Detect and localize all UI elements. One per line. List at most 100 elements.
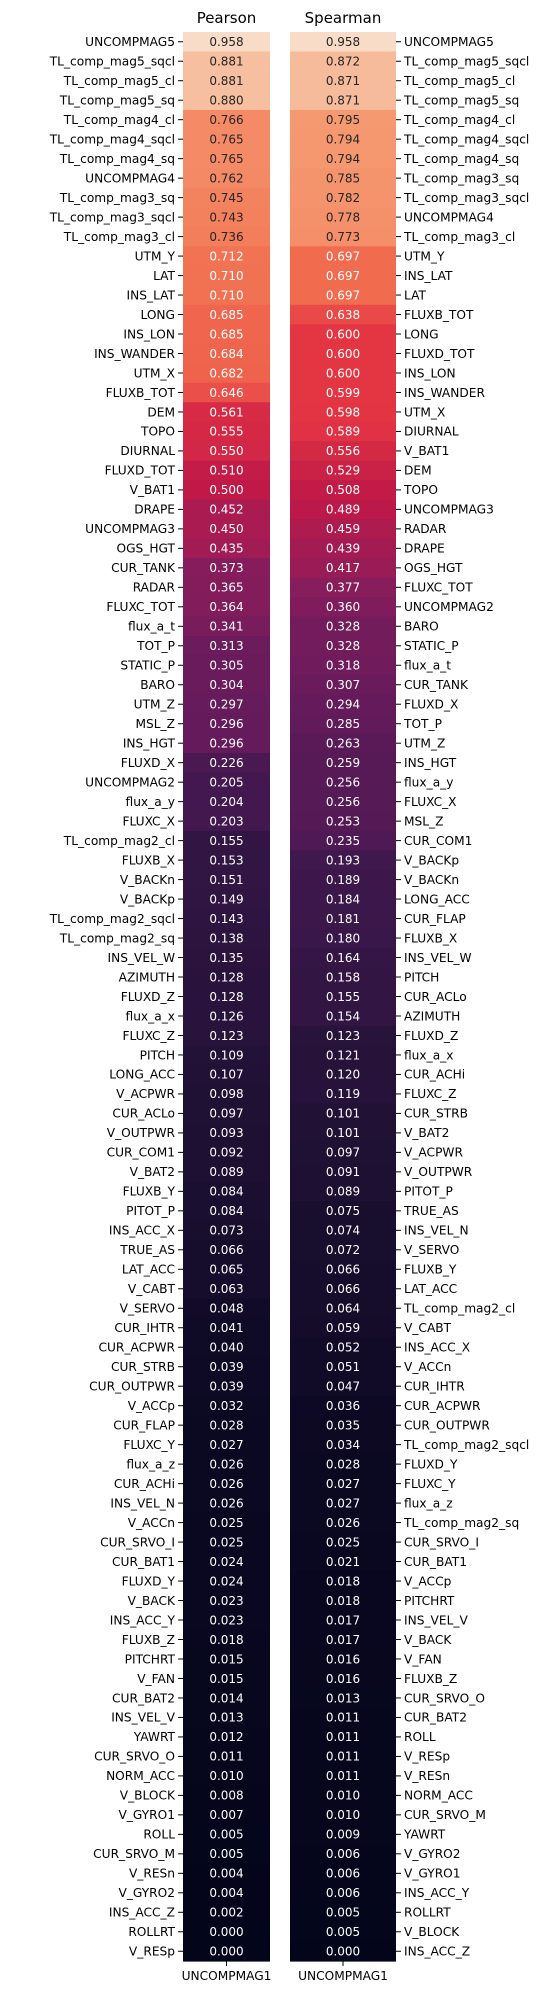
pearson-cell-value: 0.296 (209, 736, 243, 750)
spearman-y-tick-label: TL_comp_mag4_sqcl (403, 132, 529, 146)
spearman-cell (290, 1201, 396, 1222)
pearson-cell-value: 0.028 (209, 1418, 243, 1432)
pearson-cell-value: 0.881 (209, 55, 243, 69)
spearman-y-tick-label: BARO (404, 620, 439, 634)
pearson-cell-value: 0.041 (209, 1321, 243, 1335)
pearson-y-tick-label: LAT_ACC (122, 1263, 175, 1277)
spearman-cell-value: 0.263 (326, 736, 360, 750)
pearson-cell (183, 1668, 270, 1689)
pearson-y-tick-label: V_ACCn (128, 1516, 175, 1530)
pearson-cell-value: 0.736 (209, 230, 243, 244)
spearman-cell (290, 1551, 396, 1572)
pearson-y-tick-label: CUR_OUTPWR (89, 1379, 175, 1393)
spearman-cell (290, 1590, 396, 1611)
pearson-cell (183, 265, 270, 286)
pearson-y-tick-label: V_BAT2 (130, 1165, 175, 1179)
pearson-cell-value: 0.073 (209, 1224, 243, 1238)
spearman-cell-value: 0.235 (326, 834, 360, 848)
spearman-cell-value: 0.051 (326, 1360, 360, 1374)
pearson-cell (183, 1259, 270, 1280)
pearson-y-tick-label: TL_comp_mag2_cl (63, 834, 175, 848)
spearman-y-tick-label: CUR_BAT1 (404, 1555, 467, 1569)
pearson-y-tick-label: FLUXD_TOT (105, 464, 176, 478)
spearman-y-tick-label: INS_VEL_W (404, 951, 472, 965)
spearman-x-tick-label: UNCOMPMAG1 (298, 1969, 388, 1983)
spearman-cell-value: 0.181 (326, 912, 360, 926)
pearson-cell-value: 0.014 (209, 1691, 243, 1705)
pearson-y-tick-label: DRAPE (134, 503, 175, 517)
pearson-cell-value: 0.065 (209, 1263, 243, 1277)
pearson-y-tick-label: TL_comp_mag3_sq (59, 191, 175, 205)
spearman-cell-value: 0.785 (326, 171, 360, 185)
pearson-y-tick-label: UNCOMPMAG4 (85, 171, 175, 185)
pearson-cell-value: 0.015 (209, 1652, 243, 1666)
spearman-y-tick-label: V_BACK (404, 1633, 452, 1647)
spearman-cell (290, 1084, 396, 1105)
spearman-cell-value: 0.600 (326, 366, 360, 380)
spearman-y-tick-label: FLUXC_TOT (404, 581, 473, 595)
spearman-y-tick-label: FLUXD_TOT (404, 347, 475, 361)
pearson-y-tick-label: FLUXB_Z (122, 1633, 175, 1647)
spearman-cell (290, 889, 396, 910)
pearson-y-tick-label: flux_a_y (126, 795, 175, 809)
spearman-y-tick-label: ROLLRT (404, 1906, 451, 1920)
spearman-cell (290, 1746, 396, 1767)
spearman-cell-value: 0.011 (326, 1750, 360, 1764)
spearman-cell (290, 1298, 396, 1319)
spearman-cell-value: 0.439 (326, 542, 360, 556)
spearman-cell (290, 1162, 396, 1183)
spearman-y-tick-label: FLUXC_Z (404, 1087, 457, 1101)
pearson-cell-value: 0.153 (209, 853, 243, 867)
pearson-y-tick-label: MSL_Z (136, 717, 176, 731)
spearman-y-tick-label: DEM (404, 464, 432, 478)
spearman-cell-value: 0.155 (326, 990, 360, 1004)
pearson-cell-value: 0.682 (209, 366, 243, 380)
pearson-cell-value: 0.710 (209, 288, 243, 302)
spearman-cell (290, 1395, 396, 1417)
pearson-y-tick-label: CUR_ACLo (112, 1107, 175, 1121)
pearson-y-tick-label: INS_VEL_N (110, 1496, 175, 1510)
pearson-y-tick-label: V_OUTPWR (107, 1126, 176, 1140)
spearman-cell-value: 0.097 (326, 1146, 360, 1160)
pearson-cell (183, 1941, 270, 1962)
pearson-cell-value: 0.032 (209, 1399, 243, 1413)
pearson-cell (183, 441, 270, 462)
spearman-cell (290, 772, 396, 793)
spearman-cell-value: 0.589 (326, 425, 360, 439)
pearson-y-tick-label: flux_a_z (126, 1457, 175, 1471)
spearman-cell-value: 0.193 (326, 853, 360, 867)
pearson-y-tick-label: V_CABT (128, 1282, 176, 1296)
spearman-cell (290, 1824, 396, 1845)
spearman-cell-value: 0.052 (326, 1341, 360, 1355)
spearman-y-tick-label: INS_VEL_V (404, 1613, 468, 1627)
pearson-cell (183, 32, 270, 53)
pearson-y-tick-label: LONG_ACC (109, 1068, 175, 1082)
spearman-y-tick-label: MSL_Z (404, 814, 444, 828)
spearman-cell (290, 51, 396, 72)
pearson-cell (183, 129, 270, 150)
pearson-cell (183, 869, 270, 890)
pearson-cell (183, 70, 270, 92)
pearson-cell (183, 636, 270, 657)
spearman-y-tick-label: FLUXD_Z (404, 1029, 458, 1043)
spearman-cell (290, 1785, 396, 1806)
pearson-cell-value: 0.435 (209, 542, 243, 556)
pearson-cell (183, 1318, 270, 1339)
pearson-cell-value: 0.766 (209, 113, 243, 127)
spearman-cell (290, 1863, 396, 1884)
spearman-y-tick-label: UTM_Z (404, 736, 445, 750)
spearman-cell-value: 0.259 (326, 756, 360, 770)
spearman-y-tick-label: V_ACCn (404, 1360, 451, 1374)
pearson-cell (183, 1493, 270, 1514)
pearson-cell (183, 480, 270, 501)
spearman-y-tick-label: TL_comp_mag4_sq (403, 152, 519, 166)
spearman-cell-value: 0.489 (326, 503, 360, 517)
pearson-y-tick-label: LAT (153, 269, 175, 283)
pearson-cell-value: 0.500 (209, 483, 243, 497)
spearman-cell (290, 129, 396, 150)
pearson-cell (183, 1123, 270, 1144)
pearson-cell (183, 597, 270, 618)
pearson-y-tick-label: DEM (147, 405, 175, 419)
spearman-y-tick-label: PITCHRT (404, 1594, 455, 1608)
pearson-cell-value: 0.305 (209, 659, 243, 673)
